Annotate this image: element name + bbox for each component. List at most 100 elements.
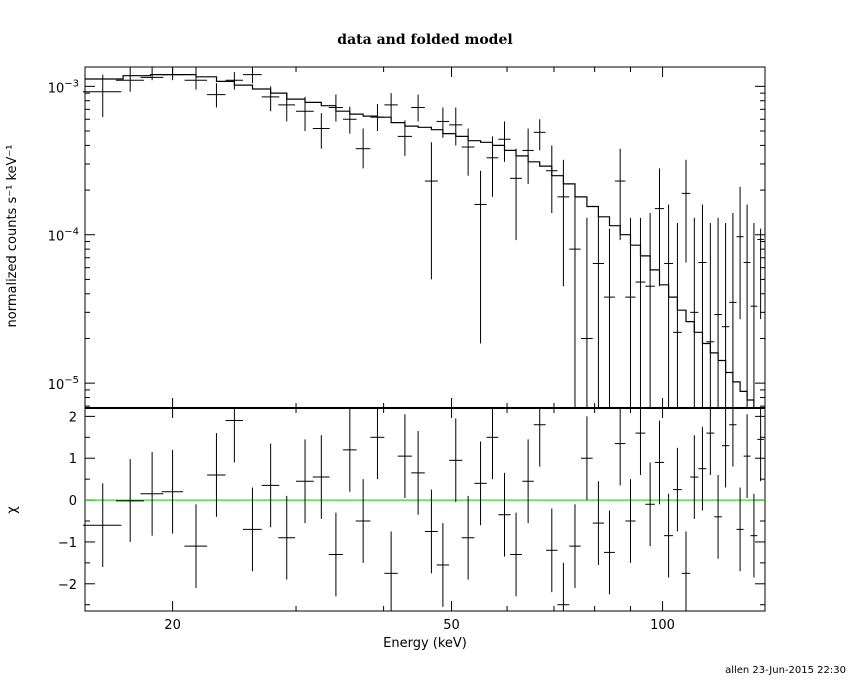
residual-point xyxy=(82,483,122,568)
residual-point xyxy=(690,435,699,519)
data-point xyxy=(225,71,243,90)
residual-point xyxy=(140,451,164,536)
residual-point xyxy=(474,441,487,526)
data-point xyxy=(736,186,744,320)
residual-point xyxy=(729,408,737,467)
data-point xyxy=(592,213,604,408)
data-point xyxy=(729,213,737,408)
residual-point xyxy=(397,414,412,498)
residual-point xyxy=(743,414,751,498)
data-point xyxy=(411,94,425,122)
data-point xyxy=(397,120,412,156)
data-point xyxy=(533,119,546,151)
data-point xyxy=(184,67,208,90)
residual-point xyxy=(342,408,357,492)
y-tick-label: 10−3 xyxy=(48,78,79,96)
data-point xyxy=(370,104,385,132)
residual-point xyxy=(706,408,715,475)
data-point xyxy=(581,217,593,408)
residual-point xyxy=(635,408,646,475)
data-point xyxy=(510,148,522,241)
y-tick-label: 10−4 xyxy=(48,227,79,245)
data-point xyxy=(355,128,371,169)
data-point xyxy=(664,204,674,408)
data-point xyxy=(328,94,343,122)
residual-point xyxy=(384,531,398,611)
residual-point xyxy=(681,531,691,611)
y-tick-label: 1 xyxy=(69,452,77,467)
residual-point xyxy=(736,487,744,572)
residual-point xyxy=(436,523,450,607)
data-point xyxy=(384,93,398,120)
data-point xyxy=(569,186,581,408)
data-point xyxy=(557,159,570,287)
timestamp-footer: allen 23-Jun-2015 22:30 xyxy=(725,665,846,676)
data-point xyxy=(690,217,699,408)
data-point xyxy=(486,136,499,197)
data-point xyxy=(750,222,758,408)
data-point xyxy=(207,83,226,108)
residual-point xyxy=(581,416,593,501)
y-tick-label: 2 xyxy=(69,410,77,425)
residual-point xyxy=(750,493,758,578)
residual-point xyxy=(614,408,626,486)
data-point xyxy=(461,128,475,176)
data-point xyxy=(546,145,558,214)
x-tick-label: 50 xyxy=(443,618,460,633)
residual-point xyxy=(411,431,425,515)
data-point xyxy=(654,168,665,287)
data-point xyxy=(342,106,357,134)
data-point xyxy=(721,222,730,408)
y-tick-label: −2 xyxy=(58,578,77,593)
residual-point xyxy=(714,474,722,559)
residual-point xyxy=(328,512,343,597)
residual-point xyxy=(757,408,764,482)
residual-point xyxy=(592,481,604,565)
x-tick-label: 20 xyxy=(164,618,181,633)
data-point xyxy=(278,93,296,122)
data-point xyxy=(261,86,280,112)
data-point xyxy=(714,217,722,408)
residual-point xyxy=(569,504,581,588)
residual-point xyxy=(461,495,475,580)
residual-point xyxy=(184,504,208,588)
chart-title: data and folded model xyxy=(337,32,512,48)
data-point xyxy=(625,217,636,408)
data-point xyxy=(681,159,691,263)
residual-point xyxy=(161,449,184,534)
data-point xyxy=(296,96,314,132)
data-point xyxy=(474,170,487,344)
data-point xyxy=(698,204,707,408)
residual-point xyxy=(673,447,682,532)
residual-point xyxy=(242,487,262,572)
residual-point xyxy=(370,408,385,480)
data-point xyxy=(449,107,463,146)
data-point xyxy=(140,67,164,81)
residual-point xyxy=(510,512,522,597)
data-point xyxy=(522,128,534,184)
y-tick-label: −1 xyxy=(58,536,77,551)
lower-panel: 20 50 100 2 1 0 −1 −2 xyxy=(58,407,766,633)
upper-plot-frame xyxy=(84,66,766,409)
residual-point xyxy=(664,493,674,578)
data-point xyxy=(161,67,184,81)
residual-point xyxy=(115,459,144,542)
residual-point xyxy=(603,510,615,595)
residual-point xyxy=(486,408,499,480)
data-point xyxy=(312,113,330,149)
data-point xyxy=(82,74,122,118)
residual-point xyxy=(355,479,371,563)
residual-point xyxy=(522,439,534,524)
x-axis-label: Energy (keV) xyxy=(383,636,467,651)
residual-point xyxy=(654,420,665,505)
data-point xyxy=(743,204,751,408)
residual-point xyxy=(645,462,655,547)
residual-point xyxy=(533,408,546,467)
residual-point xyxy=(261,443,280,528)
residual-point xyxy=(225,408,243,463)
upper-panel: 10−3 10−4 10−5 xyxy=(48,66,766,409)
residual-point xyxy=(546,508,558,593)
residual-point xyxy=(312,435,330,519)
data-point xyxy=(603,228,615,408)
residual-point xyxy=(625,479,636,563)
